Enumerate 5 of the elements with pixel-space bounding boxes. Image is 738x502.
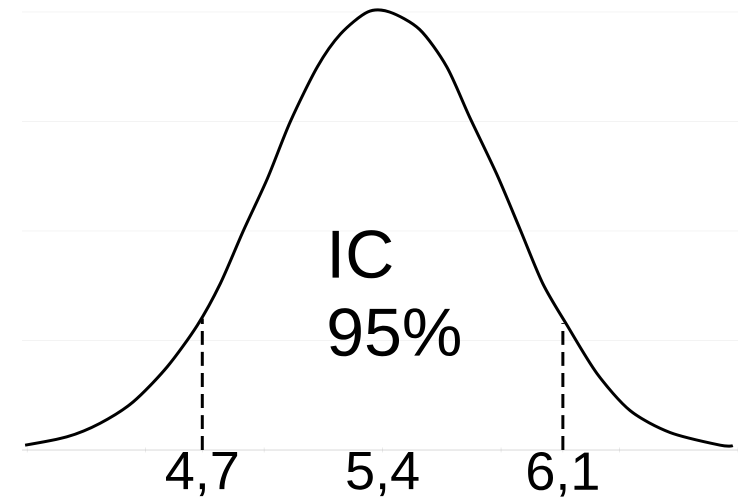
annotation: IC [332, 230, 392, 278]
x-tick-label: 4,7 [166, 452, 238, 496]
x-tick-label: 6,1 [528, 452, 598, 497]
annotation: 95% [329, 308, 460, 356]
x-tick-label: 5,4 [347, 452, 419, 496]
